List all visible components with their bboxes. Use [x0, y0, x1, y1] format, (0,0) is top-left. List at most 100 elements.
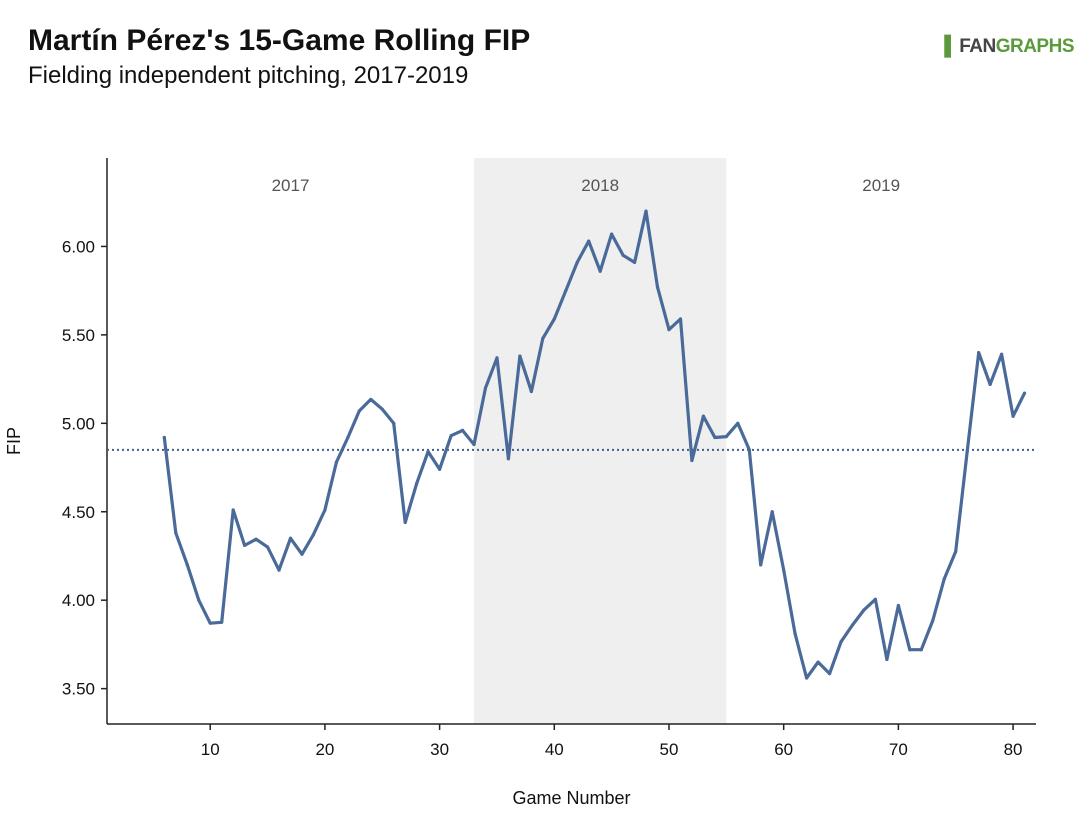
x-tick-label: 30 [430, 740, 449, 759]
data-point [632, 260, 637, 264]
x-axis-label: Game Number [512, 788, 630, 808]
data-point [197, 598, 201, 602]
data-point [759, 563, 763, 567]
data-point [678, 317, 683, 321]
data-point [426, 450, 430, 454]
data-point [392, 421, 396, 425]
data-point [598, 269, 602, 273]
data-point [1011, 414, 1015, 418]
data-point [690, 458, 694, 463]
y-tick-label: 6.00 [62, 237, 95, 256]
data-point [965, 450, 969, 454]
data-point [931, 618, 935, 623]
data-point [816, 660, 820, 664]
region-label-2018: 2018 [581, 176, 619, 195]
data-point [334, 460, 338, 464]
data-point [357, 409, 361, 413]
data-point [564, 289, 568, 293]
data-point [552, 317, 556, 321]
data-point [839, 640, 843, 644]
data-point [300, 552, 304, 556]
fangraphs-logo: ▌ FANGRAPHS [944, 36, 1074, 58]
region-shade-2018 [474, 158, 727, 724]
data-point [288, 536, 293, 540]
data-point [850, 623, 855, 627]
data-point [174, 531, 178, 535]
data-point [862, 608, 866, 612]
data-point [896, 603, 900, 608]
data-point [438, 467, 442, 471]
data-point [265, 545, 270, 549]
x-tick-label: 40 [545, 740, 564, 759]
data-point [667, 327, 671, 332]
data-point [460, 428, 465, 432]
data-point [942, 577, 946, 581]
data-point [541, 336, 545, 341]
x-tick-label: 60 [774, 740, 793, 759]
data-point [655, 285, 660, 289]
data-point [506, 457, 511, 461]
data-point [220, 620, 224, 624]
data-point [346, 435, 350, 440]
data-point [770, 510, 774, 514]
fangraphs-logo-mark-icon: ▌ [944, 36, 958, 57]
data-point [644, 209, 648, 213]
data-point [472, 442, 476, 447]
data-point [701, 414, 705, 418]
data-point [724, 434, 728, 439]
data-point [323, 508, 327, 512]
series-line-fip [162, 209, 1027, 680]
chart-title: Martín Pérez's 15-Game Rolling FIP [28, 24, 531, 57]
data-point [782, 568, 786, 572]
data-point [954, 549, 958, 554]
y-tick-label: 5.00 [62, 414, 95, 433]
x-tick-label: 20 [315, 740, 334, 759]
data-point [873, 597, 878, 601]
data-point [495, 356, 499, 360]
y-tick-label: 3.50 [62, 680, 95, 699]
data-point [827, 671, 832, 676]
region-label-2019: 2019 [862, 176, 900, 195]
data-point [1022, 391, 1027, 395]
data-point [793, 632, 797, 636]
data-point [610, 232, 614, 236]
y-tick-label: 5.50 [62, 326, 95, 345]
data-point [243, 543, 247, 547]
x-tick-label: 10 [201, 740, 220, 759]
data-point [208, 621, 212, 625]
data-point [369, 397, 373, 402]
data-point [185, 563, 189, 567]
data-point [254, 537, 258, 541]
data-point [575, 260, 579, 264]
data-point [885, 657, 889, 662]
region-label-2017: 2017 [272, 176, 310, 195]
data-point [311, 533, 316, 537]
data-point [483, 386, 488, 390]
data-point [587, 239, 591, 243]
data-point [977, 350, 981, 355]
x-tick-label: 50 [660, 740, 679, 759]
chart-subtitle: Fielding independent pitching, 2017-2019 [28, 62, 469, 89]
x-tick-label: 70 [889, 740, 908, 759]
x-tick-label: 80 [1004, 740, 1023, 759]
data-point [736, 421, 740, 425]
data-point [415, 481, 419, 486]
logo-text-graphs: GRAPHS [995, 36, 1075, 57]
data-point [518, 354, 522, 358]
data-point [231, 508, 235, 512]
y-tick-label: 4.50 [62, 503, 95, 522]
data-point [908, 648, 912, 652]
data-point [988, 382, 992, 386]
data-point [919, 648, 923, 652]
data-point [747, 448, 751, 452]
logo-text-fan: FAN [959, 36, 996, 57]
data-point [277, 568, 281, 572]
y-axis-label: FIP [4, 427, 24, 455]
data-point [529, 389, 533, 394]
data-point [999, 352, 1004, 356]
y-tick-label: 4.00 [62, 591, 95, 610]
data-point [805, 676, 809, 680]
data-point [449, 434, 453, 438]
data-point [403, 520, 407, 524]
